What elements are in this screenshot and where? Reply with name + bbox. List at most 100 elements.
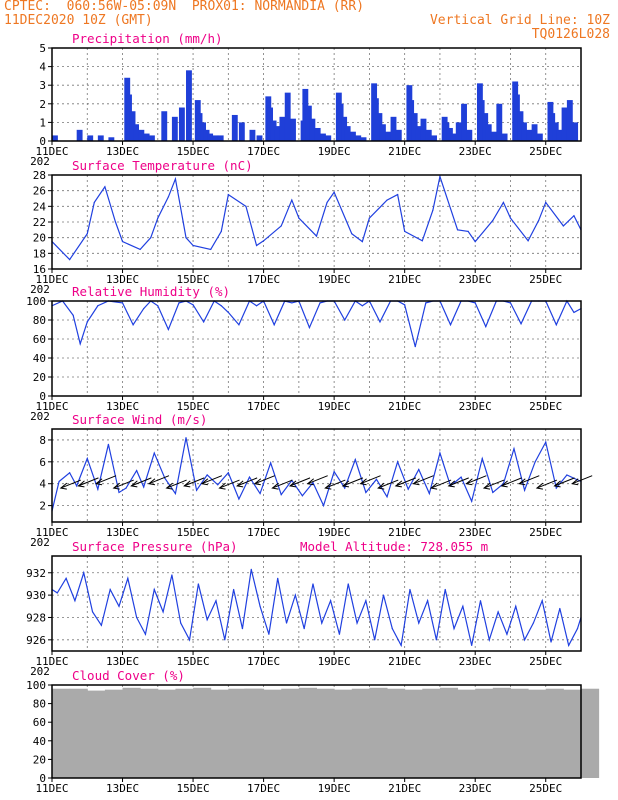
temperature-point (502, 201, 505, 204)
precipitation-bar (231, 114, 238, 141)
pressure-point (294, 594, 296, 596)
precipitation-bar (411, 113, 418, 141)
precipitation-panel: 0 1 2 3 4 5 11DEC 13DEC 15DEC 17DEC 19DEC 21DEC 23DE… (30, 31, 582, 168)
cloud-xtick-label: 11DEC (35, 782, 68, 795)
humidity-point (72, 314, 74, 316)
precipitation-xtick-label: 11DEC (35, 145, 68, 158)
cloud-bar (563, 689, 582, 778)
cloud-bar (52, 688, 71, 778)
humidity-point (227, 311, 229, 313)
precipitation-bar (478, 100, 485, 141)
pressure-annotation: Model Altitude: 728.055 m (300, 539, 488, 554)
pressure-point (559, 607, 561, 610)
temperature-point (280, 225, 282, 227)
wind-point (386, 496, 388, 498)
temperature-point (474, 240, 476, 243)
wind-arrow (377, 479, 399, 490)
precipitation-xtick-label: 19DEC (318, 145, 351, 158)
precipitation-bar (97, 135, 104, 141)
precipitation-frame (51, 47, 582, 142)
temperature-point (326, 201, 328, 204)
temperature-ytick-label: 18 (33, 247, 46, 260)
temperature-point (361, 240, 363, 243)
wind-point (143, 486, 145, 488)
pressure-point (453, 628, 455, 630)
precipitation-ytick-label: 5 (39, 42, 46, 55)
wind-point (322, 504, 325, 507)
pressure-point (515, 605, 517, 607)
pressure-xtick-label: 15DEC (177, 655, 210, 668)
temperature-ytick-label: 26 (33, 185, 46, 198)
cloud-xtick-label: 23DEC (459, 782, 492, 795)
pressure-point (347, 583, 349, 585)
humidity-point (361, 305, 363, 307)
precipitation-ytick-label: 2 (39, 98, 46, 111)
precipitation-bar (207, 133, 214, 141)
pressure-point (497, 611, 499, 613)
wind-point (555, 487, 557, 489)
wind-arrow (447, 477, 469, 488)
humidity-xtick-label: 13DEC (106, 400, 139, 413)
pressure-point (65, 577, 67, 579)
wind-point (365, 491, 367, 494)
temperature-point (562, 225, 564, 227)
precipitation-xtick-label: 21DEC (388, 145, 421, 158)
cloud-ytick-label: 0 (39, 772, 46, 785)
wind-point (153, 452, 155, 454)
precipitation-bar (302, 88, 309, 141)
wind-arrow (429, 479, 452, 490)
wind-xtick-label: 11DEC (35, 526, 68, 539)
wind-panel: 2 4 6 8 11DEC 13DEC 15DEC 17DEC 19DEC 21DEC 23DEC 2… (30, 412, 593, 549)
temperature-xtick-label: 13DEC (106, 273, 139, 286)
wind-arrow (324, 479, 346, 490)
pressure-point (153, 588, 155, 591)
wind-title: Surface Wind (m/s) (72, 412, 207, 427)
precipitation-bar (446, 127, 453, 141)
wind-point (97, 488, 99, 490)
temperature-point (432, 209, 434, 211)
cloud-bar (334, 689, 353, 778)
precipitation-bar (549, 113, 556, 141)
temperature-point (538, 219, 540, 222)
humidity-point (255, 305, 258, 307)
pressure-point (356, 622, 358, 624)
pressure-point (576, 628, 579, 630)
wind-point (545, 441, 547, 443)
pressure-point (365, 600, 367, 602)
wind-arrow (412, 475, 434, 486)
wind-point (397, 461, 399, 463)
cloud-bar (193, 687, 212, 778)
wind-ytick-label: 4 (39, 478, 46, 491)
pressure-point (109, 588, 111, 591)
cloud-ytick-label: 40 (33, 735, 46, 748)
wind-arrow (482, 479, 505, 490)
pressure-point (180, 622, 182, 624)
pressure-point (374, 639, 376, 641)
precipitation-bar (279, 116, 286, 141)
cloud-bar (581, 688, 600, 778)
pressure-point (171, 574, 173, 576)
precipitation-bar (309, 118, 316, 141)
wind-arrow (535, 479, 558, 490)
cloud-bar (316, 688, 335, 778)
pressure-xtick-label: 21DEC (388, 655, 421, 668)
humidity-point (449, 324, 452, 326)
humidity-point (509, 302, 512, 304)
pressure-series-line (51, 569, 582, 648)
wind-point (566, 474, 568, 476)
precipitation-bar (415, 126, 422, 141)
humidity-title: Relative Humidity (%) (72, 284, 230, 299)
precipitation-bar (143, 133, 150, 141)
temperature-point (174, 178, 177, 180)
humidity-point (379, 321, 381, 323)
temperature-title: Surface Temperature (nC) (72, 158, 253, 173)
precipitation-bar (376, 113, 383, 141)
temperature-xtick-label: 23DEC (459, 273, 492, 286)
temperature-point (69, 259, 71, 261)
wind-point (58, 480, 60, 483)
precipitation-ytick-label: 1 (39, 116, 46, 129)
precipitation-bar (138, 129, 145, 141)
precipitation-bar (270, 120, 277, 141)
cloud-ytick-label: 20 (33, 753, 46, 766)
precipitation-bar (517, 111, 524, 141)
